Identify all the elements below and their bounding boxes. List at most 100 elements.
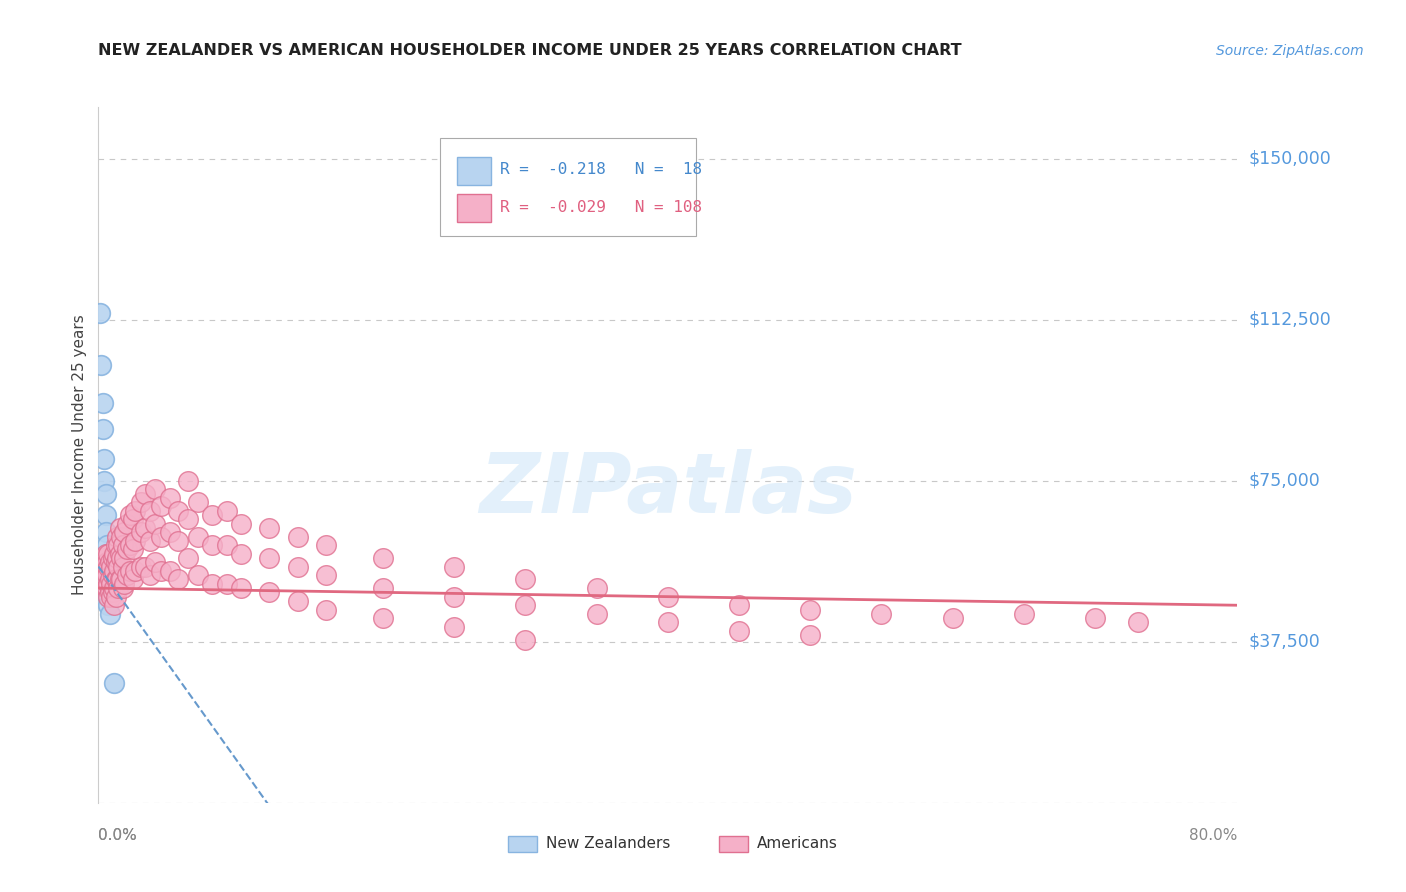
Point <box>111 538 134 552</box>
Point <box>115 568 138 582</box>
Point <box>112 551 135 566</box>
Point <box>657 590 679 604</box>
Point <box>112 525 135 540</box>
Point <box>167 504 190 518</box>
Point <box>94 564 117 578</box>
Point <box>121 542 143 557</box>
Point <box>96 568 118 582</box>
Point <box>98 573 121 587</box>
Point <box>94 581 117 595</box>
Point <box>443 559 465 574</box>
Point <box>94 486 117 500</box>
Text: 0.0%: 0.0% <box>98 828 138 843</box>
Point <box>107 581 129 595</box>
Point <box>373 551 395 566</box>
Point <box>104 538 127 552</box>
Point <box>111 581 134 595</box>
Point <box>118 538 141 552</box>
Bar <box>718 836 748 852</box>
Text: 0.0%: 0.0% <box>98 828 138 843</box>
Point <box>105 573 128 587</box>
Point <box>124 564 146 578</box>
Point <box>97 581 120 595</box>
Point <box>728 624 751 638</box>
Point <box>443 590 465 604</box>
Point <box>96 581 118 595</box>
Point <box>373 581 395 595</box>
Point <box>129 559 152 574</box>
Text: $75,000: $75,000 <box>1249 472 1320 490</box>
Point <box>159 525 181 540</box>
Point <box>118 564 141 578</box>
Text: NEW ZEALANDER VS AMERICAN HOUSEHOLDER INCOME UNDER 25 YEARS CORRELATION CHART: NEW ZEALANDER VS AMERICAN HOUSEHOLDER IN… <box>98 43 962 58</box>
Point <box>93 452 115 467</box>
Text: R =  -0.218   N =  18: R = -0.218 N = 18 <box>501 162 703 178</box>
Point <box>1126 615 1149 630</box>
Point <box>150 500 173 514</box>
Point <box>515 573 537 587</box>
Point <box>201 538 224 552</box>
Point <box>98 585 121 599</box>
Point <box>657 615 679 630</box>
Point <box>118 508 141 522</box>
Point <box>177 474 200 488</box>
Point <box>215 504 238 518</box>
Point <box>104 590 127 604</box>
Point <box>728 599 751 613</box>
Point <box>91 551 114 566</box>
Point <box>150 564 173 578</box>
Point <box>373 611 395 625</box>
Point <box>112 576 135 591</box>
Point <box>287 559 309 574</box>
Point <box>259 551 281 566</box>
Point <box>98 555 121 569</box>
Y-axis label: Householder Income Under 25 years: Householder Income Under 25 years <box>72 315 87 595</box>
Text: $37,500: $37,500 <box>1249 632 1320 651</box>
Point <box>108 573 131 587</box>
Point <box>108 521 131 535</box>
Point <box>93 573 115 587</box>
Point <box>100 559 122 574</box>
Text: R =  -0.029   N = 108: R = -0.029 N = 108 <box>501 201 703 216</box>
Point <box>97 547 120 561</box>
Point <box>145 516 167 531</box>
Point <box>138 568 160 582</box>
Bar <box>457 194 491 222</box>
Point <box>110 551 132 566</box>
Point <box>229 516 252 531</box>
Point <box>201 508 224 522</box>
Point <box>129 525 152 540</box>
Point <box>150 529 173 543</box>
Point <box>96 555 118 569</box>
Point <box>515 632 537 647</box>
Point <box>187 529 209 543</box>
Point <box>97 590 120 604</box>
Point <box>103 599 125 613</box>
Point <box>108 547 131 561</box>
Point <box>105 529 128 543</box>
Point <box>315 538 337 552</box>
Point <box>315 568 337 582</box>
Point <box>134 521 156 535</box>
Bar <box>509 836 537 852</box>
Point <box>167 533 190 548</box>
Point <box>159 491 181 505</box>
Point <box>229 581 252 595</box>
Text: New Zealanders: New Zealanders <box>546 837 671 851</box>
Point <box>443 620 465 634</box>
Point <box>101 585 124 599</box>
Point <box>799 602 821 616</box>
Point <box>315 602 337 616</box>
Point <box>103 564 125 578</box>
Bar <box>457 157 491 185</box>
Point <box>215 576 238 591</box>
Point <box>870 607 893 621</box>
Point <box>110 529 132 543</box>
Point <box>107 538 129 552</box>
Point <box>287 529 309 543</box>
Point <box>138 533 160 548</box>
Point <box>229 547 252 561</box>
Point <box>138 504 160 518</box>
Point <box>97 590 120 604</box>
Point <box>103 675 125 690</box>
